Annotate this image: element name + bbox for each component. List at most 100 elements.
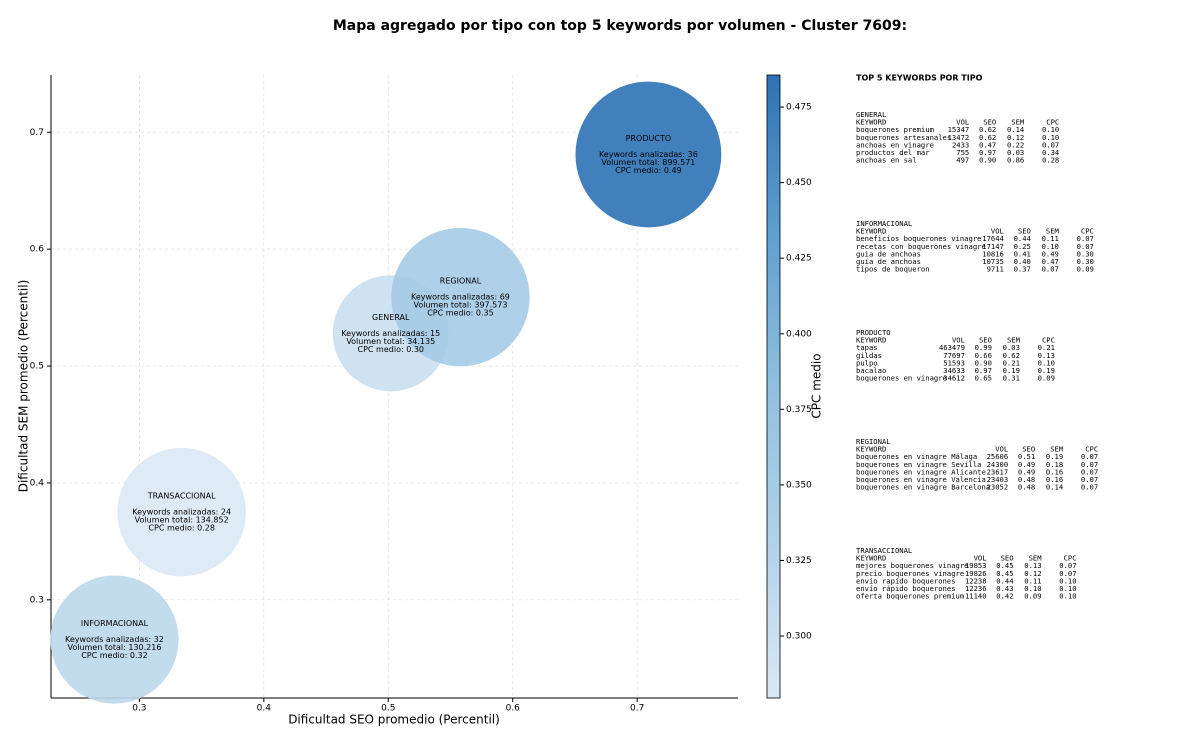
table-cell: 0.48 [1018,483,1035,492]
table-cell: 11140 [965,592,987,601]
table-cell: 23617 [987,467,1009,476]
table-cell: 2433 [952,140,969,149]
colorbar-tick-label: 0.450 [786,178,812,188]
colorbar-tick-label: 0.375 [786,405,812,415]
table-cell: envio rapido boquerones [856,576,956,585]
table-cell: 19826 [965,569,987,578]
table-cell: boquerones en vinagre Alicante [856,467,986,476]
table-cell: boquerones en vinagre Barcelona [856,483,990,492]
table-cell: 0.10 [1042,133,1059,142]
table-cell: 0.10 [1059,576,1076,585]
table-cell: 0.10 [1038,358,1055,367]
table-cell: mejores boquerones vinagre [856,561,969,570]
table-cell: 0.03 [1007,148,1024,157]
table-cell: bacalao [856,366,886,375]
table-cell: 12238 [965,576,987,585]
table-cell: 755 [956,148,969,157]
bubble-annotation: Volumen total: 899.571 [601,158,695,167]
table-cell: 0.66 [975,351,992,360]
colorbar-tick-label: 0.325 [786,556,812,566]
table-header: VOL [974,554,987,563]
table-cell: 0.07 [1042,140,1059,149]
table-cell: 10735 [982,257,1004,266]
table-cell: 0.07 [1042,265,1059,274]
table-header: SEO [979,336,992,345]
table-cell: 0.49 [1018,467,1035,476]
table-cell: 0.09 [1077,265,1094,274]
table-cell: 0.16 [1046,467,1063,476]
table-cell: 23052 [987,483,1009,492]
bubble [575,81,722,228]
table-cell: 0.99 [975,343,992,352]
table-cell: 0.43 [996,584,1013,593]
table-cell: 0.42 [996,592,1013,601]
table-cell: 0.48 [1018,475,1035,484]
bubble-annotation: CPC medio: 0.28 [148,524,215,533]
table-cell: boquerones en vinagre Málaga [856,452,977,461]
table-cell: 0.28 [1042,156,1059,165]
table-cell: 0.13 [1024,561,1041,570]
table-cell: 0.11 [1042,234,1059,243]
table-cell: 0.65 [975,374,992,383]
table-header: SEM [1011,118,1025,127]
bubble-annotation: Volumen total: 34.135 [346,337,435,346]
table-cell: 0.10 [1042,125,1059,134]
table-cell: 23403 [987,475,1009,484]
table-header: SEM [1050,445,1064,454]
table-cell: 0.21 [1003,358,1020,367]
table-cell: 0.34 [1042,148,1059,157]
table-header: VOL [952,336,965,345]
table-cell: 0.09 [1038,374,1055,383]
table-cell: 0.14 [1046,483,1063,492]
table-cell: productos del mar [856,148,930,157]
colorbar-label: CPC medio [810,353,824,418]
table-header: KEYWORD [856,118,886,127]
bubble-annotation: CPC medio: 0.30 [358,345,425,354]
table-header: SEO [983,118,996,127]
panel-title: TOP 5 KEYWORDS POR TIPO [856,74,983,83]
table-cell: 0.16 [1046,475,1063,484]
y-tick-label: 0.4 [30,478,45,488]
table-cell: boquerones premium [856,125,934,134]
table-cell: 0.49 [1042,249,1059,258]
group-name: PRODUCTO [856,328,891,337]
y-tick-label: 0.7 [30,128,44,138]
table-cell: 0.44 [1014,234,1031,243]
table-cell: 10816 [982,249,1004,258]
x-tick-label: 0.6 [506,704,521,714]
group-name: INFORMACIONAL [856,219,912,228]
table-cell: precio boquerones vinagre [856,569,964,578]
x-tick-label: 0.7 [630,704,644,714]
x-tick-label: 0.4 [257,704,272,714]
table-cell: 34633 [943,366,965,375]
bubble-annotation: Keywords analizadas: 32 [65,635,164,644]
table-header: SEO [1001,554,1014,563]
table-cell: 0.97 [979,148,996,157]
bubble-label: INFORMACIONAL [81,619,149,628]
table-cell: boquerones en vinagre Sevilla [856,460,982,469]
table-cell: pulpo [856,358,878,367]
table-cell: 0.19 [1003,366,1020,375]
table-cell: 0.19 [1046,452,1063,461]
y-axis-label: Dificultad SEM promedio (Percentil) [17,280,31,493]
table-header: KEYWORD [856,554,886,563]
table-cell: 0.03 [1003,343,1020,352]
table-cell: 497 [956,156,969,165]
table-cell: 0.07 [1081,460,1098,469]
bubble-annotation: Volumen total: 130.216 [67,643,161,652]
y-tick-label: 0.6 [30,245,45,255]
table-cell: 0.12 [1007,133,1024,142]
table-cell: boquerones en vinagre [856,374,947,383]
table-cell: 0.22 [1007,140,1024,149]
colorbar-tick-label: 0.350 [786,480,812,490]
table-cell: 0.47 [979,140,996,149]
table-cell: oferta boquerones premium [856,592,964,601]
table-cell: tapas [856,343,878,352]
table-cell: guia de anchoas [856,249,921,258]
table-cell: 0.97 [975,366,992,375]
bubble-annotation: Volumen total: 134.852 [135,516,229,525]
bubble-annotation: CPC medio: 0.35 [427,309,494,318]
table-cell: 0.90 [979,156,996,165]
